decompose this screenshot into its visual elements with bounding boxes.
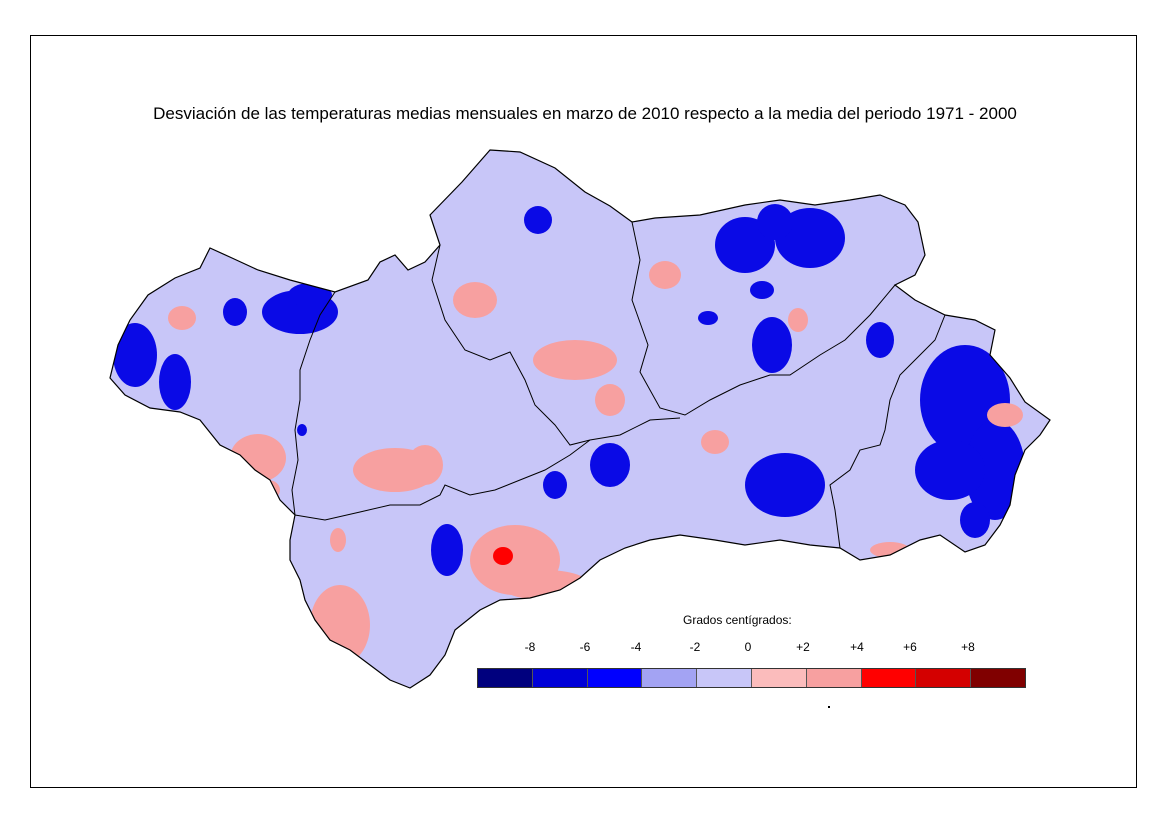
legend-tick-label: -8 — [524, 640, 536, 654]
legend-tick-label: -6 — [579, 640, 591, 654]
legend-tick-label: +6 — [903, 640, 917, 654]
legend-tick-label: -4 — [630, 640, 642, 654]
legend-color-bar — [477, 668, 1026, 688]
legend-tick-label: +4 — [850, 640, 864, 654]
legend-swatch — [587, 669, 643, 687]
legend-swatch — [916, 669, 972, 687]
map-title: Desviación de las temperaturas medias me… — [153, 104, 1017, 123]
legend-swatch — [806, 669, 862, 687]
legend-swatch — [751, 669, 807, 687]
small-dot-mark — [828, 706, 830, 708]
legend-tick-label: 0 — [744, 640, 752, 654]
anomaly-patches — [113, 204, 1025, 665]
legend-swatch — [642, 669, 698, 687]
legend-tick-label: +8 — [961, 640, 975, 654]
region-fill — [110, 150, 1050, 688]
strong-warm-patch — [493, 547, 513, 565]
legend-swatch — [861, 669, 917, 687]
warm-anomaly-patches — [168, 261, 1023, 665]
legend-swatch — [697, 669, 752, 687]
cold-anomaly-patches — [113, 204, 1025, 576]
province-boundaries — [291, 221, 946, 549]
map-frame — [30, 35, 1137, 788]
legend-swatch — [478, 669, 533, 687]
legend-tick-label: +2 — [796, 640, 810, 654]
legend-title: Grados centígrados: — [683, 613, 792, 627]
legend-tick-label: -2 — [689, 640, 701, 654]
legend-swatch — [532, 669, 588, 687]
legend-swatch — [971, 669, 1025, 687]
